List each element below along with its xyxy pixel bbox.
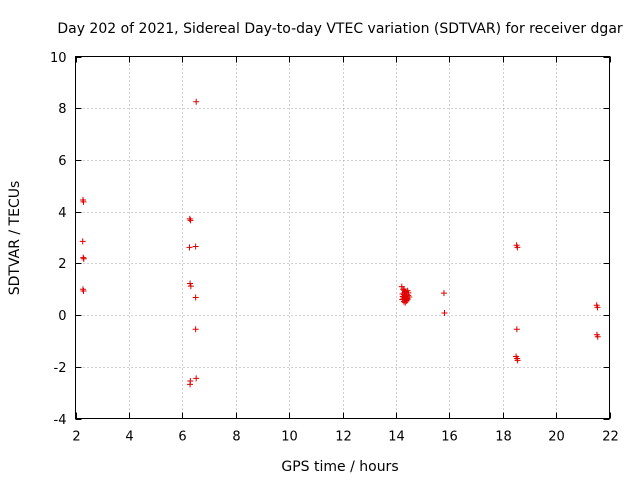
y-tick-label: 6 — [58, 154, 66, 169]
x-tick-label: 4 — [125, 430, 133, 445]
data-point — [594, 304, 601, 311]
y-tick-label: 0 — [58, 309, 66, 324]
x-tick-label: 6 — [178, 430, 186, 445]
data-point — [399, 296, 406, 303]
x-tick-label: 8 — [232, 430, 240, 445]
data-point — [80, 254, 87, 261]
data-point — [399, 293, 406, 300]
data-point — [398, 283, 405, 290]
x-tick-label: 18 — [495, 430, 512, 445]
x-tick-label: 12 — [335, 430, 352, 445]
y-tick-label: -4 — [54, 413, 67, 428]
y-tick-label: 4 — [58, 206, 66, 221]
data-point — [514, 244, 521, 251]
data-point — [441, 310, 448, 317]
data-point — [594, 333, 601, 340]
x-tick-label: 10 — [281, 430, 298, 445]
data-point — [80, 198, 87, 205]
data-point — [192, 326, 199, 333]
point-layer — [79, 98, 601, 388]
data-point — [187, 280, 194, 287]
x-tick-label: 2 — [72, 430, 80, 445]
data-point — [80, 255, 87, 262]
data-point — [193, 98, 200, 105]
y-tick-label: 8 — [58, 102, 66, 117]
data-point — [187, 283, 194, 290]
data-point — [403, 295, 410, 302]
data-point — [187, 217, 194, 224]
x-axis-label: GPS time / hours — [281, 459, 398, 475]
data-point — [187, 381, 194, 388]
data-point — [192, 294, 199, 301]
data-point — [80, 288, 87, 295]
data-point — [401, 289, 408, 296]
y-tick-label: 10 — [50, 51, 67, 66]
grid-layer — [75, 56, 610, 419]
y-axis-label: SDTVAR / TECUs — [7, 181, 23, 296]
data-point — [186, 215, 193, 222]
x-tick-label: 22 — [602, 430, 619, 445]
data-point — [186, 244, 193, 251]
data-point — [404, 287, 411, 294]
data-point — [193, 375, 200, 382]
y-tick-label: 2 — [58, 257, 66, 272]
data-point — [79, 238, 86, 245]
tick-layer: 2 4 6 8 10 12 14 16 18 20 22 -4 -2 0 2 4 6 8 10 — [50, 51, 619, 445]
x-tick-label: 20 — [548, 430, 565, 445]
data-point — [192, 243, 199, 250]
chart-title: Day 202 of 2021, Sidereal Day-to-day VTE… — [57, 21, 623, 37]
data-point — [440, 290, 447, 297]
x-tick-label: 14 — [388, 430, 405, 445]
x-tick-label: 16 — [441, 430, 458, 445]
data-point — [513, 326, 520, 333]
y-tick-label: -2 — [54, 361, 67, 376]
data-point — [514, 357, 521, 364]
plot-frame — [75, 56, 610, 419]
